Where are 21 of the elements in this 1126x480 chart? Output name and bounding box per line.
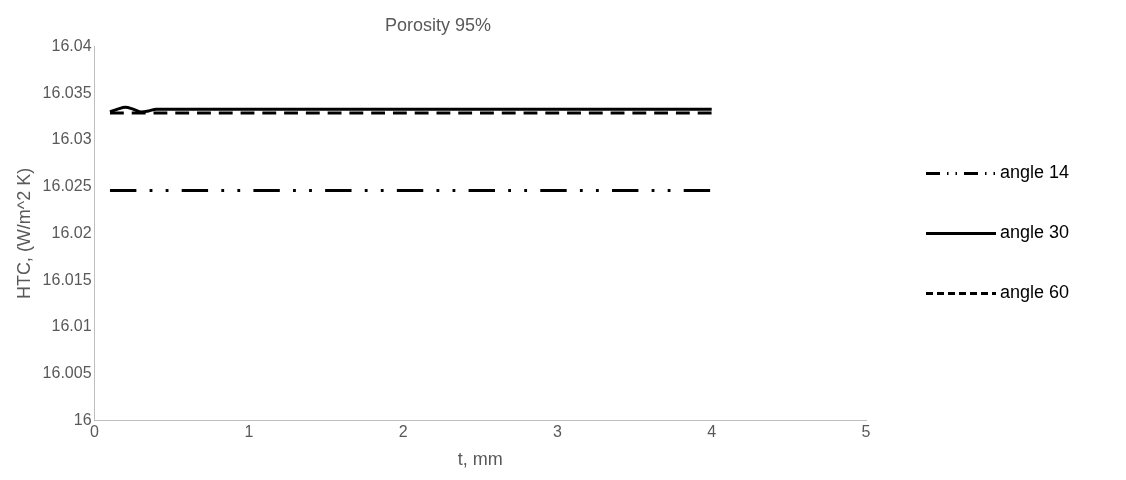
legend-label: angle 14 [1000, 162, 1070, 183]
x-tick-label: 3 [552, 423, 562, 441]
y-tick-label: 16.025 [42, 177, 92, 195]
x-tick-label: 1 [244, 423, 254, 441]
y-axis-title: HTC, (W/m^2 K) [13, 167, 34, 300]
x-tick-label: 5 [861, 423, 871, 441]
y-tick-label: 16.03 [51, 130, 92, 148]
chart-title: Porosity 95% [384, 14, 492, 35]
y-tick-label: 16 [73, 410, 92, 428]
y-tick-label: 16.035 [42, 83, 92, 101]
x-axis-title: t, mm [457, 449, 503, 470]
x-tick-label: 0 [90, 423, 100, 441]
y-tick-label: 16.005 [42, 363, 92, 381]
y-tick-label: 16.04 [51, 37, 92, 55]
y-tick-label: 16.01 [51, 317, 92, 335]
y-tick-label: 16.02 [51, 223, 92, 241]
x-tick-label: 4 [707, 423, 717, 441]
legend-label: angle 60 [1000, 282, 1070, 303]
x-tick-label: 2 [398, 423, 408, 441]
y-tick-label: 16.015 [42, 270, 92, 288]
legend-label: angle 30 [1000, 222, 1070, 243]
